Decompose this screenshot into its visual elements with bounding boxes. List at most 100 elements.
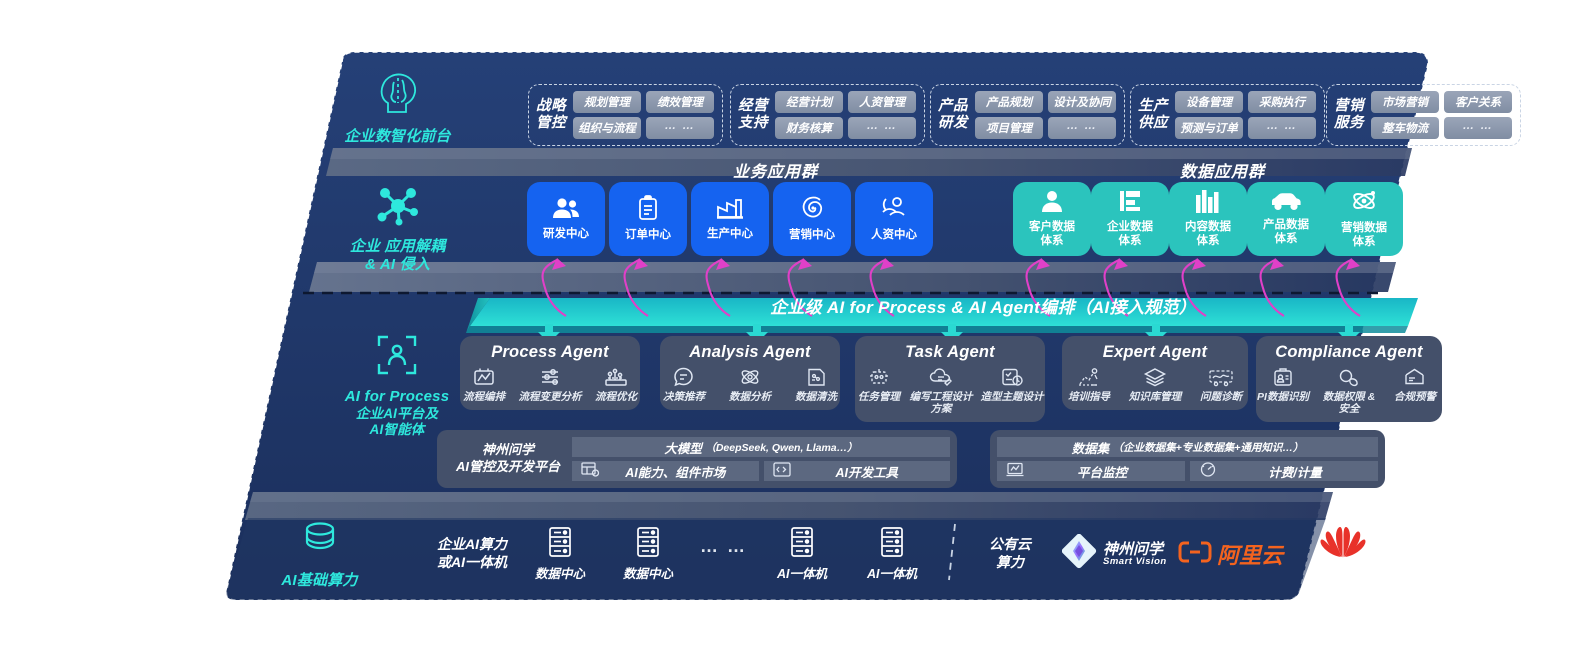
database-icon: [252, 520, 387, 566]
infra-node-label: 数据中心: [622, 567, 673, 581]
agent-feature[interactable]: 编写工程设计方案: [905, 365, 977, 415]
app-card-product-data[interactable]: 产品数据体系: [1247, 182, 1325, 256]
rail-label-line3: AI智能体: [369, 422, 425, 438]
app-card-marketing-data[interactable]: 营销数据体系: [1325, 182, 1403, 256]
chip[interactable]: 设备管理: [1175, 91, 1243, 113]
agent-feature-list: 培训指导 知识库管理: [1057, 365, 1253, 403]
agent-feature[interactable]: 知识库管理: [1123, 365, 1187, 403]
chip-more[interactable]: … …: [646, 117, 714, 139]
agent-feature[interactable]: 任务管理: [855, 365, 903, 403]
agent-card-process[interactable]: Process Agent 流程编排: [460, 336, 640, 411]
app-card-order-center[interactable]: 订单中心: [609, 182, 687, 256]
agent-feature-label: 问题诊断: [1200, 391, 1242, 403]
chip[interactable]: 整车物流: [1371, 117, 1439, 139]
vendor-huawei[interactable]: HUAWEI: [1312, 524, 1374, 575]
infra-node-ai-appliance-2[interactable]: AI一体机: [862, 526, 922, 583]
code-tool-icon: [772, 461, 792, 481]
app-card-label: 研发中心: [543, 228, 589, 241]
infra-node-ai-appliance-1[interactable]: AI一体机: [772, 526, 832, 583]
platform-item-ai-market[interactable]: AI能力、组件市场: [572, 461, 759, 481]
chip-more[interactable]: … …: [848, 117, 916, 139]
chip[interactable]: 规划管理: [573, 91, 641, 113]
dataset-bar[interactable]: 数据集 （企业数据集+专业数据集+通用知识…）: [997, 437, 1378, 457]
platform-card-left[interactable]: 神州问学 AI管控及开发平台 大模型 （DeepSeek, Qwen, Llam…: [437, 430, 957, 488]
platform-item-monitor[interactable]: 平台监控: [997, 461, 1185, 481]
chip[interactable]: 采购执行: [1248, 91, 1316, 113]
chip[interactable]: 人资管理: [848, 91, 916, 113]
chip[interactable]: 财务核算: [775, 117, 843, 139]
user-solid-icon: [1040, 189, 1064, 218]
platform-card-right[interactable]: 数据集 （企业数据集+专业数据集+通用知识…） 平台监控: [990, 430, 1385, 488]
group-product-rnd[interactable]: 产品 研发 产品规划 设计及协同 项目管理 … …: [930, 84, 1125, 146]
group-strategy-control[interactable]: 战略 管控 规划管理 绩效管理 组织与流程 … …: [528, 84, 723, 146]
users-icon: [551, 196, 581, 225]
group-operations-support[interactable]: 经营 支持 经营计划 人资管理 财务核算 … …: [730, 84, 925, 146]
chip-more[interactable]: … …: [1248, 117, 1316, 139]
chip[interactable]: 组织与流程: [573, 117, 641, 139]
chip[interactable]: 经营计划: [775, 91, 843, 113]
agent-feature-list: 任务管理 编写工程设计方案: [855, 365, 1045, 415]
agent-feature[interactable]: 决策推荐: [652, 365, 716, 403]
agent-feature-list: 流程编排 流程变更分析: [452, 365, 648, 403]
rail-item-app-decoupling: 企业 应用解耦 & AI 侵入: [330, 186, 465, 274]
chip-more[interactable]: … …: [1048, 117, 1116, 139]
agent-feature[interactable]: 流程变更分析: [518, 365, 582, 403]
agent-feature[interactable]: 流程优化: [584, 365, 648, 403]
chip[interactable]: 预测与订单: [1175, 117, 1243, 139]
id-card-icon: [1272, 365, 1294, 389]
infra-label-line2: 算力: [996, 553, 1024, 570]
app-card-hr-center[interactable]: 人资中心: [855, 182, 933, 256]
model-bar[interactable]: 大模型 （DeepSeek, Qwen, Llama…）: [572, 437, 950, 457]
agent-feature-label: 决策推荐: [663, 391, 705, 403]
infra-node-datacenter-2[interactable]: 数据中心: [618, 526, 678, 583]
agent-feature[interactable]: 培训指导: [1057, 365, 1121, 403]
agent-card-analysis[interactable]: Analysis Agent 决策推荐: [660, 336, 840, 411]
agent-feature[interactable]: 数据清洗: [784, 365, 848, 403]
vendor-smart-vision[interactable]: 神州问学 Smart Vision: [1061, 533, 1167, 575]
vendor-aliyun[interactable]: 阿里云: [1178, 538, 1283, 570]
chip[interactable]: 产品规划: [975, 91, 1043, 113]
chip-more[interactable]: … …: [1444, 117, 1512, 139]
task-robot-icon: [868, 365, 890, 389]
group-marketing-service[interactable]: 营销 服务 市场营销 客户关系 整车物流 … …: [1326, 84, 1521, 146]
chip[interactable]: 设计及协同: [1048, 91, 1116, 113]
group-production-supply[interactable]: 生产 供应 设备管理 采购执行 预测与订单 … …: [1130, 84, 1325, 146]
app-card-label: 内容数据体系: [1185, 221, 1231, 247]
agent-feature[interactable]: 造型主题设计: [979, 365, 1045, 403]
agent-feature[interactable]: 数据权限 & 安全: [1317, 365, 1381, 415]
agent-feature[interactable]: 问题诊断: [1189, 365, 1253, 403]
chip[interactable]: 项目管理: [975, 117, 1043, 139]
agent-feature[interactable]: PI数据识别: [1251, 365, 1315, 403]
infra-label-line2: 或AI一体机: [437, 553, 507, 570]
rail-label-line1: AI for Process: [344, 387, 450, 405]
platform-item-billing[interactable]: 计费/计量: [1190, 461, 1378, 481]
decision-bubble-icon: [673, 365, 695, 389]
agent-card-expert[interactable]: Expert Agent 培训指导: [1062, 336, 1248, 411]
group-title: 经营 支持: [738, 97, 768, 131]
app-card-content-data[interactable]: 内容数据体系: [1169, 182, 1247, 256]
agent-card-task[interactable]: Task Agent 任务管理: [855, 336, 1045, 423]
agent-feature[interactable]: 数据分析: [718, 365, 782, 403]
app-card-enterprise-data[interactable]: 企业数据体系: [1091, 182, 1169, 256]
app-card-production-center[interactable]: 生产中心: [691, 182, 769, 256]
app-card-label: 生产中心: [707, 228, 753, 241]
app-card-marketing-center[interactable]: 营销中心: [773, 182, 851, 256]
agent-title: Expert Agent: [1102, 343, 1208, 361]
agent-card-compliance[interactable]: Compliance Agent PI数据识别: [1256, 336, 1442, 423]
agent-feature-label: 流程优化: [595, 391, 637, 403]
platform-item-label: 计费/计量: [1268, 465, 1322, 480]
agent-feature-label: 培训指导: [1068, 391, 1110, 403]
app-card-customer-data[interactable]: 客户数据体系: [1013, 182, 1091, 256]
agent-feature-list: 决策推荐 数据分析: [652, 365, 848, 403]
design-check-icon: [1000, 365, 1024, 389]
agent-feature[interactable]: 流程编排: [452, 365, 516, 403]
platform-item-ai-devtool[interactable]: AI开发工具: [763, 461, 950, 481]
chip[interactable]: 绩效管理: [646, 91, 714, 113]
infra-node-datacenter-1[interactable]: 数据中心: [530, 526, 590, 583]
group-title: 战略 管控: [536, 97, 566, 131]
chip[interactable]: 客户关系: [1444, 91, 1512, 113]
chip[interactable]: 市场营销: [1371, 91, 1439, 113]
section-title-data-apps: 数据应用群: [1180, 164, 1266, 181]
agent-feature[interactable]: 合规预警: [1383, 365, 1447, 403]
app-card-rnd-center[interactable]: 研发中心: [527, 182, 605, 256]
